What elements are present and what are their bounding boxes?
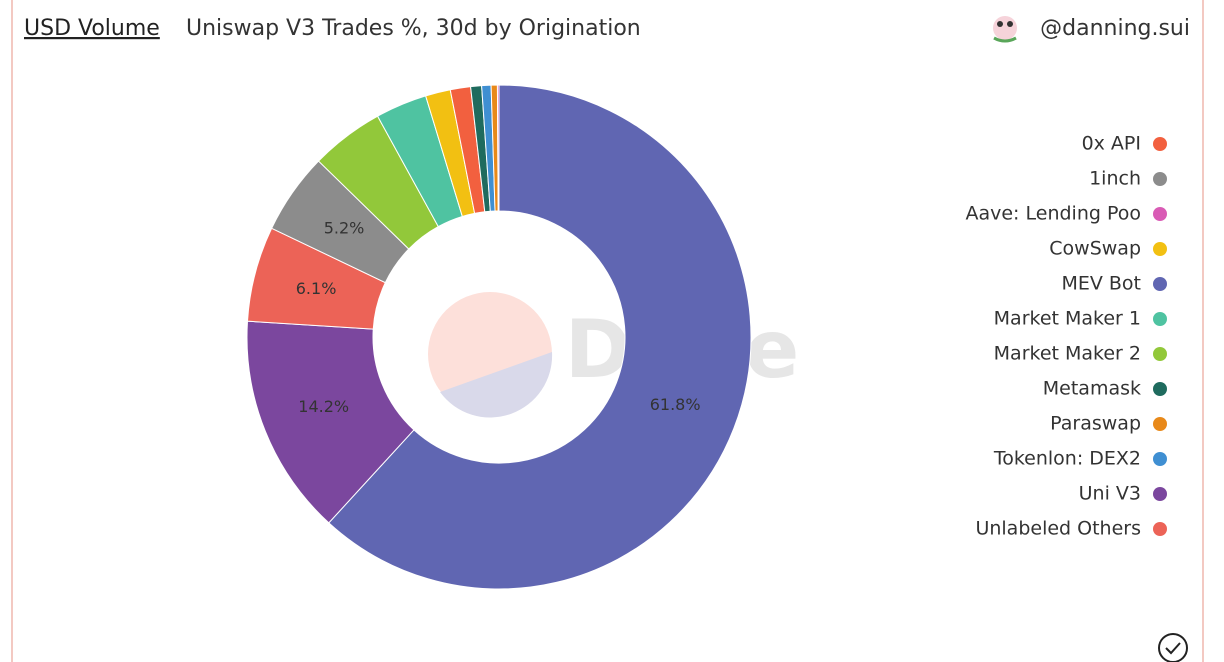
- author[interactable]: @danning.sui: [1040, 16, 1190, 41]
- legend-swatch: [1153, 137, 1167, 151]
- legend-swatch: [1153, 417, 1167, 431]
- legend-swatch: [1153, 277, 1167, 291]
- legend-label: Metamask: [1043, 378, 1141, 400]
- legend-label: CowSwap: [1049, 238, 1141, 260]
- data-label: 61.8%: [650, 395, 701, 414]
- check-icon[interactable]: [1158, 633, 1188, 662]
- legend-label: 0x API: [1082, 133, 1141, 155]
- legend-swatch: [1153, 452, 1167, 466]
- data-label: 6.1%: [296, 279, 337, 298]
- tab-title[interactable]: USD Volume: [24, 16, 160, 41]
- data-label: 14.2%: [298, 397, 349, 416]
- avatar: [993, 16, 1017, 43]
- legend-label: 1inch: [1089, 168, 1141, 190]
- data-label: 5.2%: [324, 218, 365, 237]
- slice: [328, 84, 752, 590]
- center-logo: [428, 292, 553, 418]
- legend-label: Uni V3: [1079, 483, 1141, 505]
- legend-label: Unlabeled Others: [975, 518, 1141, 540]
- legend-swatch: [1153, 382, 1167, 396]
- legend-label: Tokenlon: DEX2: [993, 448, 1141, 470]
- legend-swatch: [1153, 172, 1167, 186]
- chart-title: Uniswap V3 Trades %, 30d by Origination: [186, 16, 641, 41]
- legend-label: Paraswap: [1050, 413, 1141, 435]
- legend-swatch: [1153, 207, 1167, 221]
- legend-label: Aave: Lending Poo: [965, 203, 1141, 225]
- legend-swatch: [1153, 242, 1167, 256]
- legend-swatch: [1153, 347, 1167, 361]
- legend-label: Market Maker 2: [994, 343, 1141, 365]
- legend-label: Market Maker 1: [994, 308, 1141, 330]
- legend-swatch: [1153, 487, 1167, 501]
- legend-swatch: [1153, 312, 1167, 326]
- legend-label: MEV Bot: [1061, 273, 1141, 295]
- slice: [496, 84, 500, 212]
- legend-swatch: [1153, 522, 1167, 536]
